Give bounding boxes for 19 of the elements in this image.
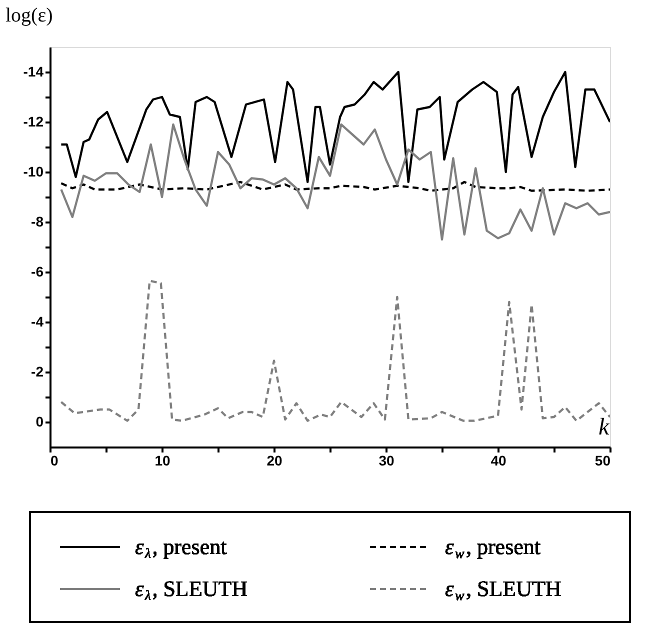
- x-axis-title: k: [598, 414, 610, 440]
- y-tick-label: -10: [23, 164, 44, 180]
- y-tick-label: -4: [31, 314, 44, 330]
- line-series: [60, 123, 610, 241]
- y-tick-label: -8: [31, 214, 44, 230]
- y-tick-label: -2: [31, 364, 44, 380]
- y-tick-label: -12: [23, 114, 44, 130]
- x-tick-label: 10: [154, 452, 170, 468]
- line-series: [60, 180, 610, 192]
- y-tick-label: 0: [36, 414, 44, 430]
- x-tick-label: 50: [594, 452, 611, 468]
- x-tick-label: 20: [266, 452, 282, 468]
- y-tick-label: -14: [23, 64, 44, 80]
- x-tick-label: 0: [50, 452, 58, 468]
- y-tick-label: -6: [31, 264, 44, 280]
- x-tick-label: 30: [378, 452, 394, 468]
- y-axis-title: log(ε): [6, 4, 53, 26]
- line-series: [60, 70, 610, 184]
- x-tick-label: 40: [490, 452, 506, 468]
